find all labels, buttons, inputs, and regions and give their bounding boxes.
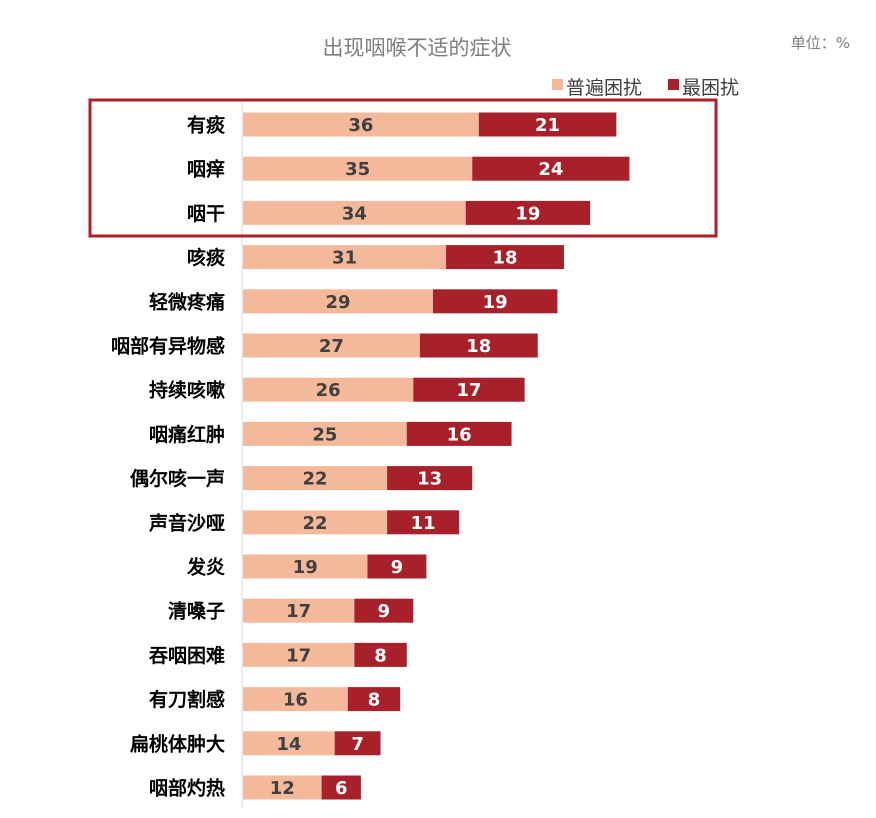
data-label-common: 36	[348, 115, 373, 136]
data-label-common: 25	[312, 424, 337, 445]
data-label-common: 29	[325, 292, 350, 313]
bar-common	[243, 245, 447, 270]
data-label-most: 16	[447, 424, 472, 445]
category-label: 咽部有异物感	[111, 335, 225, 358]
legend-swatch-most	[668, 79, 679, 90]
bar-common	[243, 289, 433, 314]
category-label: 发炎	[186, 556, 225, 579]
data-label-common: 16	[283, 690, 308, 711]
data-label-most: 19	[515, 203, 540, 224]
legend-label-most: 最困扰	[682, 77, 739, 99]
data-label-common: 26	[316, 380, 341, 401]
data-label-common: 22	[303, 513, 328, 534]
bar-common	[243, 731, 335, 756]
data-label-common: 31	[332, 248, 357, 269]
bar-most	[472, 156, 630, 181]
bar-common	[243, 156, 473, 181]
data-label-most: 9	[391, 557, 404, 578]
bar-common	[243, 687, 348, 712]
data-label-common: 19	[293, 557, 318, 578]
bar-most	[432, 289, 558, 314]
data-label-most: 11	[411, 513, 436, 534]
bar-most	[367, 554, 427, 579]
chart-title: 出现咽喉不适的症状	[323, 36, 512, 60]
bar-common	[243, 421, 407, 446]
bar-most	[419, 333, 538, 358]
category-label: 咽痛红肿	[149, 423, 225, 446]
bar-common	[243, 510, 388, 535]
bars-group: 36 21 35 24 34 19 31 18 29 19 27 18 26 17 25 16 22 13 22 11…	[243, 112, 630, 800]
bar-common	[243, 377, 414, 402]
category-label: 持续咳嗽	[149, 379, 225, 402]
bar-most	[321, 775, 361, 800]
data-label-most: 21	[535, 115, 560, 136]
bar-most	[406, 421, 512, 446]
data-label-common: 35	[345, 159, 370, 180]
category-labels: 有痰咽痒咽干咳痰轻微疼痛咽部有异物感持续咳嗽咽痛红肿偶尔咳一声声音沙哑发炎清嗓子…	[111, 114, 226, 800]
bar-most	[478, 112, 617, 137]
bar-common	[243, 598, 355, 623]
unit-label: 单位：%	[791, 34, 850, 52]
category-label: 吞咽困难	[149, 644, 225, 667]
data-label-most: 7	[351, 734, 364, 755]
data-label-common: 17	[286, 601, 311, 622]
category-label: 咽部灼热	[149, 777, 225, 800]
data-label-common: 27	[319, 336, 344, 357]
category-label: 咽痒	[187, 158, 225, 181]
data-label-most: 13	[417, 469, 442, 490]
bar-most	[354, 598, 414, 623]
bar-most	[465, 200, 591, 225]
data-label-most: 18	[466, 336, 491, 357]
data-label-most: 19	[483, 292, 508, 313]
bar-common	[243, 554, 368, 579]
bar-most	[446, 245, 564, 270]
category-label: 有刀割感	[149, 688, 225, 711]
category-label: 咽干	[187, 203, 225, 225]
legend-swatch-common	[552, 79, 563, 90]
highlight-box	[88, 98, 718, 238]
category-label: 扁桃体肿大	[130, 732, 225, 755]
data-label-most: 24	[538, 159, 563, 180]
category-label: 有痰	[187, 114, 226, 137]
data-label-common: 34	[342, 203, 367, 224]
data-label-common: 17	[286, 645, 311, 666]
bar-common	[243, 775, 322, 800]
data-label-common: 22	[303, 469, 328, 490]
data-label-most: 8	[374, 645, 387, 666]
category-label: 声音沙哑	[148, 511, 225, 534]
data-label-most: 9	[378, 601, 391, 622]
bar-most	[387, 466, 473, 491]
data-label-common: 12	[270, 778, 295, 799]
bar-most	[354, 642, 407, 667]
data-label-common: 14	[276, 734, 301, 755]
category-label: 偶尔咳一声	[130, 467, 225, 490]
bar-most	[347, 687, 401, 712]
bar-most	[387, 510, 460, 535]
data-label-most: 8	[368, 690, 381, 711]
data-label-most: 17	[456, 380, 481, 401]
data-label-most: 18	[492, 248, 517, 269]
bar-most	[334, 731, 381, 756]
bar-common	[243, 112, 479, 137]
data-label-most: 6	[335, 778, 348, 799]
category-label: 咳痰	[187, 246, 226, 269]
bar-common	[243, 333, 420, 358]
bar-common	[243, 466, 388, 491]
legend-label-common: 普遍困扰	[566, 77, 642, 99]
bar-most	[413, 377, 525, 402]
bar-common	[243, 200, 466, 225]
bar-common	[243, 642, 355, 667]
category-label: 清嗓子	[168, 600, 225, 623]
category-label: 轻微疼痛	[149, 290, 225, 313]
legend: 普遍困扰 最困扰	[552, 77, 739, 99]
